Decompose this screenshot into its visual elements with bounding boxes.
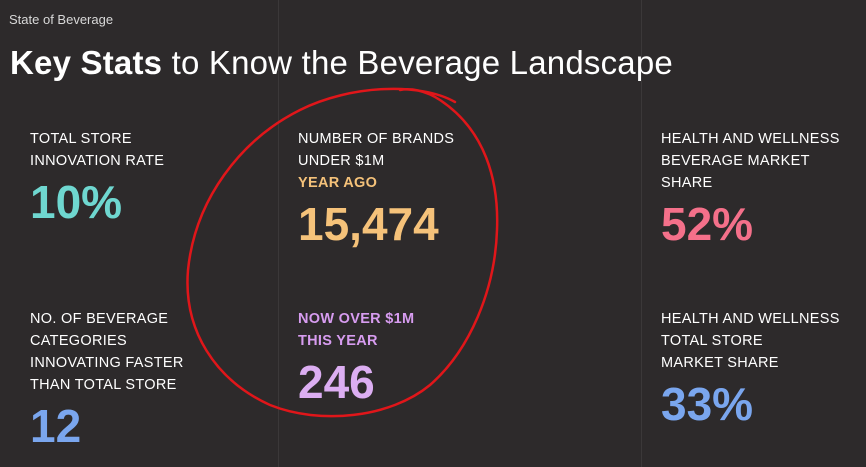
stat-label: HEALTH AND WELLNESS: [661, 131, 840, 147]
stat-label: BEVERAGE MARKET: [661, 153, 810, 169]
page-title: Key Stats to Know the Beverage Landscape: [10, 44, 673, 82]
stat-label: HEALTH AND WELLNESS: [661, 311, 840, 327]
stat-sub: NOW OVER $1M: [298, 311, 415, 327]
stat-value: 15,474: [298, 198, 439, 250]
stat-label: CATEGORIES: [30, 333, 127, 349]
title-rest: to Know the Beverage Landscape: [171, 44, 673, 81]
stat-brands: NUMBER OF BRANDS UNDER $1M YEAR AGO 15,4…: [298, 128, 454, 250]
stat-categories: NO. OF BEVERAGE CATEGORIES INNOVATING FA…: [30, 308, 184, 452]
stat-sub: THIS YEAR: [298, 333, 378, 349]
stat-value: 12: [30, 400, 82, 452]
stat-over-1m: NOW OVER $1M THIS YEAR 246: [298, 308, 414, 408]
stat-label: INNOVATING FASTER: [30, 355, 184, 371]
stat-sub: YEAR AGO: [298, 175, 378, 191]
header-text: State of Beverage: [9, 12, 114, 27]
stat-label: UNDER $1M: [298, 153, 385, 169]
stat-value: 33%: [661, 378, 754, 430]
stat-label: TOTAL STORE: [30, 131, 132, 147]
stat-label: INNOVATION RATE: [30, 153, 165, 169]
stat-value: 52%: [661, 198, 754, 250]
stat-label: NUMBER OF BRANDS: [298, 131, 455, 147]
stat-value: 10%: [30, 176, 123, 228]
stat-innovation: TOTAL STORE INNOVATION RATE 10%: [30, 128, 164, 228]
stat-hw-beverage: HEALTH AND WELLNESS BEVERAGE MARKET SHAR…: [661, 128, 840, 250]
stat-label: MARKET SHARE: [661, 355, 779, 371]
stat-label: SHARE: [661, 175, 713, 191]
stat-hw-store: HEALTH AND WELLNESS TOTAL STORE MARKET S…: [661, 308, 840, 430]
stat-label: THAN TOTAL STORE: [30, 377, 177, 393]
stat-label: NO. OF BEVERAGE: [30, 311, 169, 327]
stat-label: TOTAL STORE: [661, 333, 763, 349]
title-bold: Key Stats: [10, 44, 163, 81]
column-divider-2: [641, 0, 642, 467]
stat-value: 246: [298, 356, 375, 408]
